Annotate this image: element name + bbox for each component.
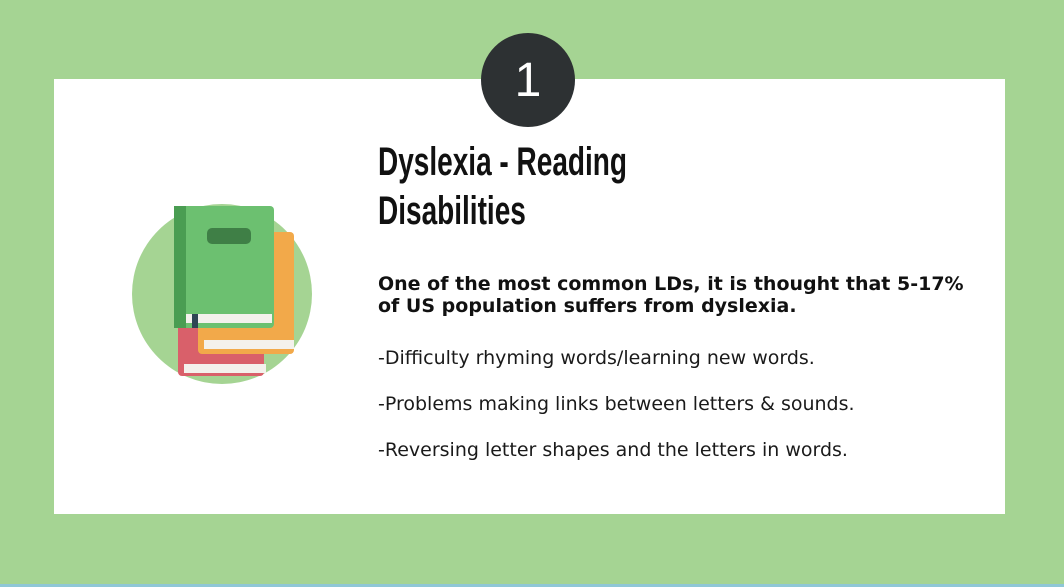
title-line-1: Dyslexia - Reading [378, 140, 627, 184]
title-line-2: Disabilities [378, 189, 526, 233]
list-item: -Reversing letter shapes and the letters… [378, 439, 848, 461]
intro-text: One of the most common LDs, it is though… [378, 273, 964, 317]
symptom-list: -Difficulty rhyming words/learning new w… [378, 347, 978, 485]
list-item: -Difficulty rhyming words/learning new w… [378, 347, 815, 369]
page-title: Dyslexia - Reading Disabilities [378, 138, 742, 236]
books-illustration [132, 202, 322, 392]
list-item: -Problems making links between letters &… [378, 393, 855, 415]
badge-number: 1 [514, 53, 542, 107]
books-stack-icon [132, 204, 312, 384]
bottom-divider [0, 584, 1064, 587]
number-badge: 1 [481, 33, 575, 127]
